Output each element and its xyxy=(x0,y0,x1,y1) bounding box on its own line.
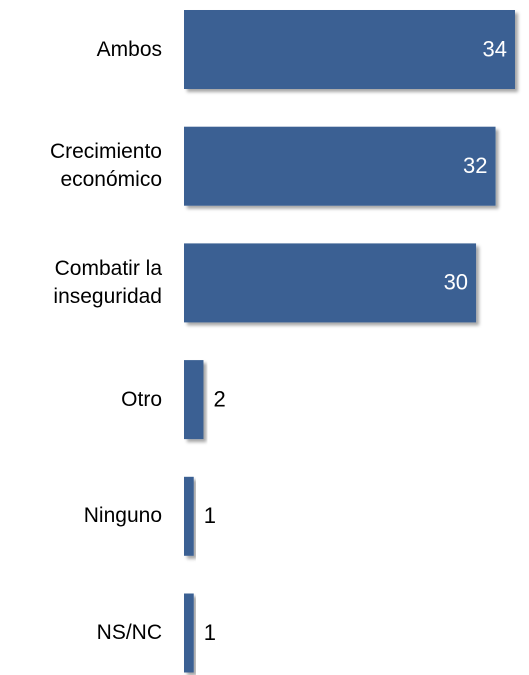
value-label: 1 xyxy=(204,503,216,528)
value-label: 2 xyxy=(213,386,225,411)
bar xyxy=(184,593,194,673)
value-label: 34 xyxy=(483,36,507,61)
bar xyxy=(184,476,194,556)
value-label: 30 xyxy=(444,270,468,295)
value-label: 1 xyxy=(204,620,216,645)
category-label: NS/NC xyxy=(96,621,162,644)
category-label: Ninguno xyxy=(83,504,162,528)
category-label: Ambos xyxy=(96,37,162,61)
category-label: Otro xyxy=(121,387,162,411)
bar xyxy=(184,126,496,206)
category-label: Crecimiento económico xyxy=(49,140,162,192)
bar xyxy=(184,360,204,440)
bar xyxy=(184,243,477,323)
value-label: 32 xyxy=(463,153,487,178)
category-label: Combatir la inseguridad xyxy=(53,256,162,308)
bar xyxy=(184,10,515,89)
